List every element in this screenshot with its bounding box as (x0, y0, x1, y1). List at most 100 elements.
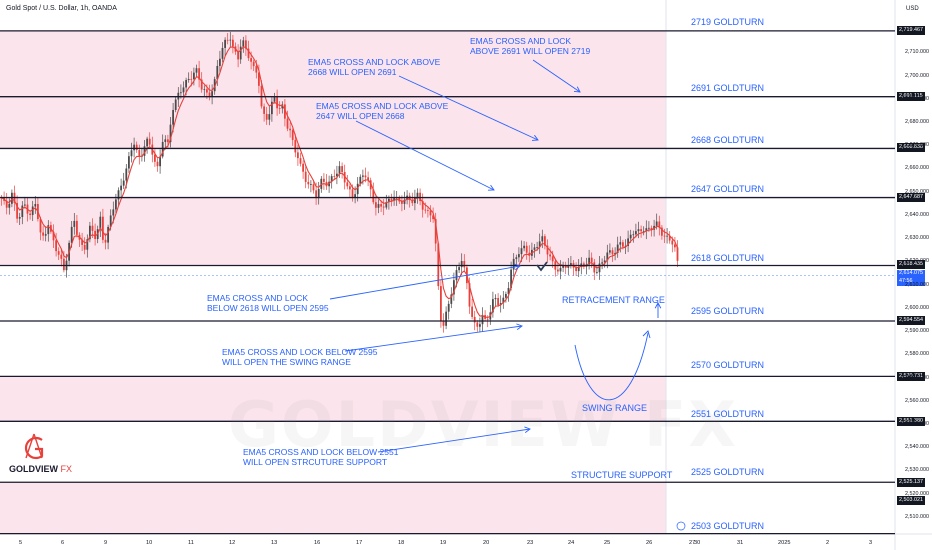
candle-body (276, 97, 278, 109)
candle-body (533, 247, 536, 250)
candle-body (588, 257, 590, 265)
candle-body (317, 188, 320, 198)
candle-body (432, 215, 434, 220)
candle-body (73, 220, 76, 227)
candle-body (102, 216, 104, 240)
y-tick-label: 2,650.000 (905, 188, 929, 195)
candle-body (541, 236, 544, 242)
x-tick-label: 24 (568, 540, 575, 546)
zone-1 (0, 197, 666, 266)
candle-body (323, 178, 325, 182)
candle-body (676, 247, 679, 261)
candle-body (109, 215, 112, 227)
candle-body (622, 242, 624, 247)
candle-body (245, 40, 247, 49)
x-tick-label: 10 (146, 540, 153, 546)
brand-logo-text: GOLDVIEW FX (9, 464, 72, 474)
candle-body (310, 184, 312, 185)
candle-body (297, 152, 299, 159)
y-tick-label: 2,660.000 (905, 165, 929, 172)
candle-body (476, 322, 479, 327)
y-tick-label: 2,590.000 (905, 328, 929, 335)
candle-body (479, 324, 481, 327)
candle-body (421, 201, 424, 210)
candle-body (642, 231, 645, 233)
candle-body (471, 306, 473, 317)
x-tick-label: 13 (271, 540, 278, 546)
candle-body (414, 197, 416, 204)
candle-body (120, 185, 122, 191)
candle-body (265, 113, 268, 120)
candle-body (559, 267, 562, 272)
candle-body (164, 139, 167, 142)
candle-body (294, 139, 297, 153)
x-tick-label: 18 (398, 540, 405, 546)
candle-body (221, 47, 224, 59)
candle-body (447, 303, 450, 312)
x-tick-label: 5 (19, 540, 23, 546)
chart-title: Gold Spot / U.S. Dollar, 1h, OANDA (6, 5, 117, 12)
candle-body (143, 146, 146, 156)
candle-body (497, 297, 499, 306)
event-marker-icon (676, 521, 686, 531)
candle-body (671, 240, 674, 245)
candle-body (616, 244, 619, 253)
candle-body (333, 176, 336, 177)
candle-body (291, 130, 294, 140)
y-tick-label: 2,610.000 (905, 281, 929, 288)
candle-body (281, 104, 284, 109)
candle-body (499, 303, 502, 306)
candle-body (42, 232, 44, 236)
candle-body (18, 217, 21, 219)
candle-body (200, 79, 203, 90)
candle-body (382, 206, 385, 208)
y-tick-label: 2,530.000 (905, 467, 929, 474)
goldturn-label-2668: 2668 GOLDTURN (691, 135, 765, 145)
candle-body (206, 89, 208, 93)
y-tick-label: 2,560.000 (905, 397, 929, 404)
candle-body (668, 235, 671, 241)
currency-label: USD (906, 6, 919, 12)
y-tick-label: 2,540.000 (905, 444, 929, 451)
y-tick-label: 2,620.000 (905, 258, 929, 265)
candle-body (364, 175, 367, 178)
candle-body (510, 269, 512, 288)
goldview-logo-icon (24, 433, 44, 460)
candle-body (351, 189, 354, 198)
candle-body (258, 72, 260, 86)
candle-body (567, 265, 570, 268)
candle-body (226, 39, 229, 41)
x-tick-label: 11 (188, 540, 194, 546)
goldturn-label-2618: 2618 GOLDTURN (691, 253, 765, 263)
candle-body (375, 202, 377, 208)
zone-0 (0, 30, 666, 149)
candle-body (356, 183, 359, 195)
candle-body (211, 91, 213, 97)
candle-body (598, 263, 601, 273)
candle-body (284, 104, 286, 119)
candle-body (216, 65, 219, 80)
candle-body (390, 198, 393, 201)
candle-body (362, 175, 364, 177)
candle-body (299, 158, 302, 164)
candle-body (458, 267, 460, 271)
x-tick-year: 2025 (778, 540, 791, 546)
candle-body (593, 262, 596, 273)
candle-body (536, 247, 538, 248)
candle-body (367, 177, 369, 181)
candle-body (663, 235, 666, 237)
candle-body (307, 181, 310, 185)
candle-body (219, 58, 221, 66)
candle-body (11, 192, 13, 204)
candle-body (70, 226, 73, 243)
candle-body (304, 171, 307, 182)
candle-body (637, 229, 640, 232)
candle-body (393, 198, 395, 201)
candle-body (135, 144, 138, 151)
x-tick-label: 26 (646, 540, 653, 546)
candle-body (63, 258, 65, 271)
candle-body (369, 180, 372, 190)
candle-body (336, 173, 338, 177)
candle-body (39, 219, 42, 233)
